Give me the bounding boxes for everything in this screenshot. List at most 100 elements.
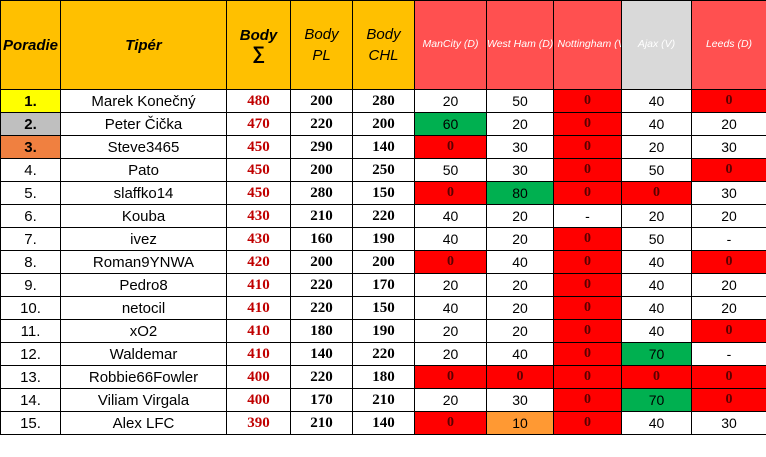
header-match-3-label: Nottingham (V) [557,38,622,51]
match-4-tip: 0 [621,365,692,389]
total-points: 410 [226,296,291,320]
match-5-tip: 30 [691,411,766,435]
rank-cell: 8. [0,250,61,274]
match-5-tip: 0 [691,250,766,274]
match-1-tip: 40 [414,227,487,251]
rank-cell: 4. [0,158,61,182]
rank-cell: 5. [0,181,61,205]
header-pl-label: Body PL [304,26,339,64]
tipper-name: slaffko14 [60,181,227,205]
table-row: 7. ivez 430 160 190 40 20 0 50- [0,227,766,251]
match-2-tip: 50 [486,89,554,113]
header-tipper: Tipér [60,0,227,90]
rank-cell: 13. [0,365,61,389]
match-5-tip: 30 [691,135,766,159]
tipper-name: Pedro8 [60,273,227,297]
match-4-tip: 20 [621,135,692,159]
match-4-tip: 70 [621,388,692,412]
match-2-tip: 20 [486,227,554,251]
match-2-tip: 20 [486,273,554,297]
standings-table: Poradie Tipér Body ∑ Body PL Body CHL Ma… [0,0,766,435]
header-match-1: ManCity (D) [414,0,487,90]
header-chl-label: Body CHL [366,26,401,64]
rank-cell: 3. [0,135,61,159]
pl-points: 280 [290,181,353,205]
match-2-tip: 40 [486,342,554,366]
tipper-name: xO2 [60,319,227,343]
match-1-tip: 20 [414,342,487,366]
match-5-tip: 0 [691,319,766,343]
match-3-tip: 0 [553,365,622,389]
sigma-icon: ∑ [252,42,265,63]
chl-points: 190 [352,319,415,343]
match-4-tip: 50 [621,158,692,182]
table-row: 3. Steve3465 450 290 140 0 30 0 20 30 [0,135,766,159]
header-chl: Body CHL [352,0,415,90]
standings-body: 1. Marek Konečný 480 200 280 20 50 0 40 0 2. Peter … [0,89,766,435]
table-row: 4. Pato 450 200 250 50 30 0 50 0 [0,158,766,182]
match-3-tip: 0 [553,250,622,274]
total-points: 450 [226,181,291,205]
table-row: 6. Kouba 430 210 220 40 20-20 20 [0,204,766,228]
match-5-tip: - [691,342,766,366]
match-1-tip: 20 [414,388,487,412]
match-4-tip: 70 [621,342,692,366]
match-2-tip: 20 [486,296,554,320]
pl-points: 290 [290,135,353,159]
match-3-tip: 0 [553,342,622,366]
total-points: 410 [226,342,291,366]
tipper-name: ivez [60,227,227,251]
chl-points: 140 [352,135,415,159]
match-3-tip: 0 [553,158,622,182]
match-4-tip: 40 [621,89,692,113]
chl-points: 280 [352,89,415,113]
total-points: 400 [226,388,291,412]
match-5-tip: 0 [691,388,766,412]
header-total-label: Body [239,26,278,44]
match-4-tip: 50 [621,227,692,251]
match-1-tip: 60 [414,112,487,136]
chl-points: 190 [352,227,415,251]
chl-points: 200 [352,250,415,274]
rank-cell: 6. [0,204,61,228]
table-row: 15. Alex LFC 390 210 140 0 10 0 40 30 [0,411,766,435]
rank-cell: 15. [0,411,61,435]
table-row: 13. Robbie66Fowler 400 220 180 0 0 0 0 0 [0,365,766,389]
match-1-tip: 40 [414,296,487,320]
total-points: 420 [226,250,291,274]
match-1-tip: 50 [414,158,487,182]
match-4-tip: 40 [621,112,692,136]
match-4-tip: 40 [621,411,692,435]
header-rank: Poradie [0,0,61,90]
rank-cell: 1. [0,89,61,113]
match-5-tip: - [691,227,766,251]
table-row: 10. netocil 410 220 150 40 20 0 40 20 [0,296,766,320]
match-3-tip: 0 [553,181,622,205]
header-row: Poradie Tipér Body ∑ Body PL Body CHL Ma… [0,0,766,90]
total-points: 390 [226,411,291,435]
total-points: 430 [226,227,291,251]
pl-points: 140 [290,342,353,366]
pl-points: 170 [290,388,353,412]
tipper-name: Pato [60,158,227,182]
total-points: 470 [226,112,291,136]
tipper-name: netocil [60,296,227,320]
header-match-2: West Ham (D) [486,0,554,90]
rank-cell: 10. [0,296,61,320]
match-1-tip: 0 [414,181,487,205]
match-3-tip: 0 [553,273,622,297]
chl-points: 200 [352,112,415,136]
rank-cell: 2. [0,112,61,136]
match-2-tip: 20 [486,112,554,136]
total-points: 480 [226,89,291,113]
match-4-tip: 40 [621,273,692,297]
total-points: 430 [226,204,291,228]
table-row: 11. xO2 410 180 190 20 20 0 40 0 [0,319,766,343]
match-2-tip: 30 [486,158,554,182]
pl-points: 210 [290,411,353,435]
match-5-tip: 20 [691,296,766,320]
chl-points: 250 [352,158,415,182]
pl-points: 220 [290,112,353,136]
header-match-4: Ajax (V) [621,0,692,90]
match-2-tip: 20 [486,319,554,343]
